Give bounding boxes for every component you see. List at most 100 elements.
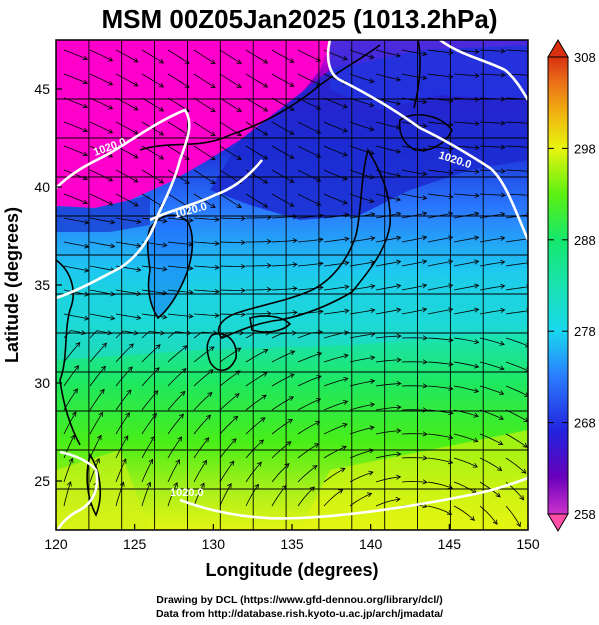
- streamline: [115, 49, 139, 63]
- streamline: [427, 212, 453, 219]
- streamline-arrowhead: [500, 192, 506, 198]
- streamline: [63, 313, 89, 320]
- temperature-field: [56, 40, 528, 530]
- streamline: [219, 313, 245, 315]
- streamline-arrowhead: [210, 83, 216, 89]
- streamline: [219, 145, 242, 160]
- streamline-arrowhead: [100, 365, 106, 371]
- streamline-arrowhead: [396, 451, 402, 457]
- streamline-arrowhead: [370, 260, 376, 266]
- streamline-arrowhead: [110, 315, 116, 321]
- streamline: [63, 265, 89, 272]
- streamline: [141, 330, 165, 339]
- streamline-arrowhead: [317, 329, 323, 335]
- streamline-arrowhead: [342, 127, 348, 133]
- streamline-arrowhead: [369, 198, 375, 204]
- streamline: [505, 310, 528, 315]
- x-axis-label: Longitude (degrees): [205, 560, 378, 580]
- streamline-arrowhead: [261, 394, 267, 400]
- streamline: [453, 385, 479, 392]
- streamline: [271, 97, 294, 111]
- streamline: [193, 437, 210, 459]
- streamline: [375, 97, 401, 105]
- streamline: [505, 457, 527, 474]
- streamline-arrowhead: [448, 49, 454, 56]
- streamline-arrowhead: [214, 288, 220, 294]
- streamline: [245, 439, 264, 459]
- streamline-arrowhead: [266, 239, 272, 245]
- streamline: [349, 493, 372, 507]
- streamline: [63, 193, 88, 204]
- streamline-arrowhead: [315, 57, 322, 62]
- streamline-arrowhead: [447, 484, 453, 490]
- streamline-arrowhead: [315, 129, 322, 134]
- streamline: [167, 145, 190, 160]
- streamline-arrowhead: [136, 242, 142, 249]
- streamline: [297, 465, 318, 483]
- streamline-arrowhead: [370, 355, 376, 361]
- streamline: [323, 401, 348, 411]
- streamline: [479, 457, 502, 471]
- streamline-arrowhead: [262, 178, 269, 184]
- colorbar-tick-label: 308: [574, 50, 596, 65]
- streamline-arrowhead: [422, 195, 428, 201]
- streamline: [219, 460, 235, 483]
- streamline: [297, 331, 323, 339]
- streamline-arrowhead: [448, 361, 454, 367]
- streamline: [505, 169, 528, 172]
- streamline-arrowhead: [472, 462, 479, 468]
- streamline-arrowhead: [422, 235, 428, 241]
- streamline-arrowhead: [214, 240, 220, 246]
- streamline: [63, 481, 71, 507]
- streamline-arrowhead: [524, 392, 528, 397]
- streamline: [271, 419, 293, 435]
- streamline-arrowhead: [500, 259, 506, 265]
- streamline-arrowhead: [318, 237, 324, 243]
- streamline: [141, 145, 164, 160]
- y-tick-label: 35: [34, 277, 50, 293]
- streamline: [115, 241, 141, 247]
- streamline-arrowhead: [368, 470, 374, 476]
- streamline-arrowhead: [107, 152, 114, 158]
- streamline-arrowhead: [158, 82, 165, 88]
- streamline: [297, 169, 321, 182]
- streamline-arrowhead: [110, 219, 116, 225]
- streamline-arrowhead: [162, 218, 168, 224]
- streamline: [427, 169, 453, 174]
- streamline: [453, 361, 479, 368]
- streamline: [401, 236, 427, 243]
- streamline-arrowhead: [395, 196, 402, 202]
- streamline: [505, 385, 528, 397]
- streamline-arrowhead: [369, 78, 375, 84]
- streamline-arrowhead: [74, 365, 80, 371]
- streamline-arrowhead: [448, 434, 454, 440]
- streamline: [167, 49, 190, 64]
- streamline-arrowhead: [133, 153, 139, 159]
- streamline: [323, 489, 344, 507]
- streamline-arrowhead: [422, 51, 428, 57]
- streamline-arrowhead: [256, 461, 262, 467]
- streamline: [323, 286, 349, 291]
- streamline: [167, 289, 193, 293]
- streamline-arrowhead: [474, 307, 480, 313]
- streamline-arrowhead: [343, 330, 350, 336]
- streamline: [297, 121, 321, 134]
- y-tick-label: 45: [34, 81, 50, 97]
- streamline-arrowhead: [448, 410, 454, 416]
- streamline: [349, 73, 374, 83]
- streamline: [219, 416, 238, 435]
- streamline: [245, 461, 262, 483]
- streamline: [167, 482, 178, 507]
- streamline: [323, 97, 348, 108]
- streamline: [323, 378, 348, 387]
- streamline: [245, 394, 267, 411]
- streamline-arrowhead: [315, 398, 322, 403]
- streamline: [297, 193, 321, 206]
- streamline-arrowhead: [370, 284, 376, 290]
- streamline-arrowhead: [315, 201, 322, 206]
- streamline: [375, 213, 401, 219]
- streamline: [453, 337, 479, 343]
- streamline: [349, 237, 375, 243]
- streamline-arrowhead: [422, 147, 428, 153]
- streamline-arrowhead: [447, 459, 454, 465]
